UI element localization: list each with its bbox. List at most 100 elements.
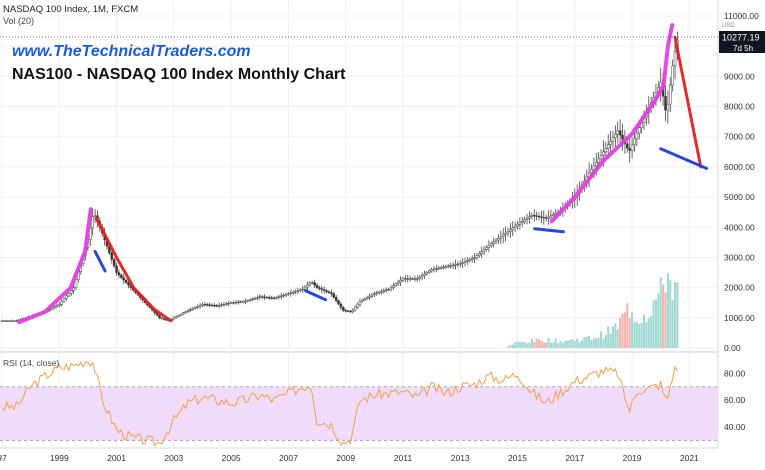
candle-body xyxy=(189,309,192,311)
price-axis[interactable] xyxy=(718,0,765,448)
candle-body xyxy=(494,239,498,243)
candle-body xyxy=(630,144,634,151)
candle-body xyxy=(303,286,307,290)
instrument-label[interactable]: NASDAQ 100 Index, 1M, FXCM xyxy=(3,4,138,15)
candle-body xyxy=(320,288,324,290)
candle-body xyxy=(373,293,376,296)
price-tick-label: 2000.00 xyxy=(724,283,755,293)
candle-body xyxy=(62,298,66,302)
candle-body xyxy=(213,304,216,307)
candle-body xyxy=(427,270,431,273)
candle-body xyxy=(497,238,500,241)
candle-body xyxy=(511,227,514,230)
candle-body xyxy=(406,278,409,280)
candle-body xyxy=(468,259,472,261)
candle-body xyxy=(356,303,359,308)
candle-body xyxy=(275,297,278,299)
candle-body xyxy=(346,310,350,312)
volume-bar xyxy=(645,321,648,348)
volume-bar xyxy=(535,338,538,348)
candle-body xyxy=(363,298,367,301)
volume-bar xyxy=(528,342,531,348)
candle-body xyxy=(163,318,166,320)
candle-body xyxy=(182,312,185,315)
volume-bar xyxy=(590,340,593,348)
candle-body xyxy=(220,304,223,306)
candle-body xyxy=(53,306,56,309)
candle-body xyxy=(3,320,6,322)
candle-body xyxy=(666,103,670,111)
candle-body xyxy=(480,251,483,254)
volume-bar xyxy=(569,339,572,348)
candle-body xyxy=(389,287,393,290)
price-tick-label: 0.00 xyxy=(724,343,741,353)
candle-body xyxy=(260,296,264,298)
price-panel[interactable] xyxy=(0,0,718,350)
candle-body xyxy=(358,300,362,305)
candle-body xyxy=(487,245,491,248)
candle-body xyxy=(115,265,118,273)
candle-body xyxy=(225,303,228,305)
candle-body xyxy=(72,287,75,291)
volume-bar xyxy=(600,331,603,348)
time-tick-label: 2017 xyxy=(565,453,584,463)
candle-body xyxy=(664,95,667,111)
volume-bar xyxy=(566,340,569,348)
candle-body xyxy=(492,241,495,244)
candle-body xyxy=(241,301,245,303)
candle-body xyxy=(337,300,340,305)
candle-body xyxy=(291,291,295,294)
price-tick-label: 11000.00 xyxy=(724,11,759,21)
volume-bar xyxy=(662,284,665,348)
candle-body xyxy=(332,293,335,298)
price-tick-label: 8000.00 xyxy=(724,102,755,112)
candle-body xyxy=(251,298,254,301)
volume-bar xyxy=(602,338,605,348)
candle-body xyxy=(172,317,176,320)
volume-bar xyxy=(619,318,622,348)
candle-body xyxy=(284,294,288,296)
candle-body xyxy=(525,217,529,220)
time-tick-label: 2021 xyxy=(680,453,699,463)
candle-body xyxy=(265,296,269,299)
trend-line xyxy=(304,289,328,302)
volume-bar xyxy=(592,338,595,348)
candle-body xyxy=(270,297,273,299)
candle-body xyxy=(394,283,398,286)
volume-bar xyxy=(580,340,583,348)
volume-bar xyxy=(538,339,540,348)
candle-body xyxy=(12,320,16,322)
candle-body xyxy=(401,278,405,281)
candle-body xyxy=(385,289,388,291)
current-price-value: 10277.19 xyxy=(722,33,760,43)
volume-bar xyxy=(666,273,669,348)
candle-body xyxy=(518,222,522,225)
candle-body xyxy=(516,224,519,227)
rsi-tick-label: 60.00 xyxy=(724,395,746,405)
candle-body xyxy=(227,302,230,305)
volume-label[interactable]: Vol (20) xyxy=(3,16,34,26)
volume-bar xyxy=(576,338,579,348)
volume-bar xyxy=(654,299,657,348)
candle-body xyxy=(248,299,252,301)
candle-body xyxy=(423,273,426,276)
candle-body xyxy=(501,234,505,237)
trend-line xyxy=(549,23,675,224)
price-tick-label: 9000.00 xyxy=(724,71,755,81)
candle-body xyxy=(342,307,345,311)
candle-body xyxy=(449,265,452,267)
volume-bar xyxy=(635,322,638,348)
candle-body xyxy=(382,290,386,292)
candle-body xyxy=(396,281,400,285)
volume-bar xyxy=(669,279,672,348)
candle-body xyxy=(413,278,417,280)
rsi-label[interactable]: RSI (14, close) xyxy=(3,358,59,368)
time-tick-label: 2009 xyxy=(336,453,355,463)
time-tick-label: 2001 xyxy=(107,453,126,463)
current-price-tag[interactable] xyxy=(719,31,765,43)
volume-bar xyxy=(545,342,548,348)
volume-bar xyxy=(583,337,586,348)
candle-body xyxy=(521,220,524,223)
candle-body xyxy=(444,266,448,268)
